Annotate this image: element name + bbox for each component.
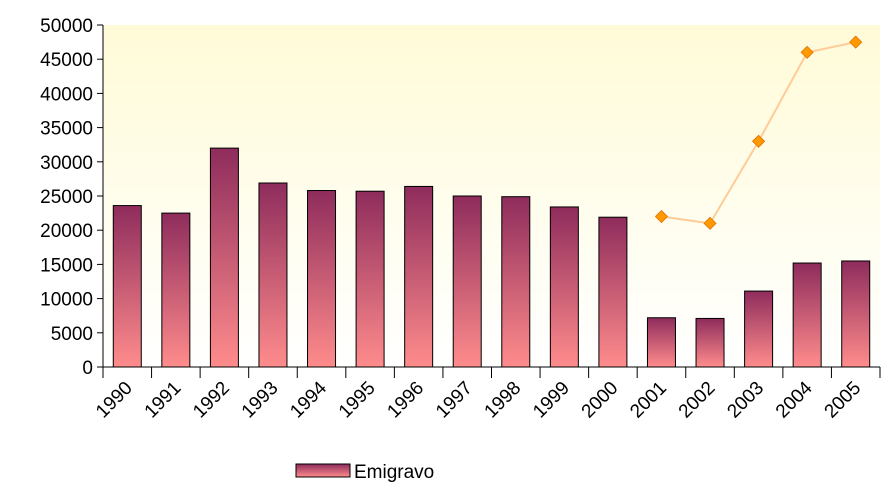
x-tick-label: 1998 [481,378,526,423]
marker [752,134,766,148]
bar [209,147,239,368]
y-tick-label: 10000 [40,290,93,311]
marker [654,209,669,224]
y-tick-label: 5000 [51,324,93,345]
bar [792,262,822,368]
x-tick-label: 1990 [92,378,137,423]
bar [695,317,725,368]
bar [355,190,385,368]
bar [549,206,579,368]
x-tick-label: 2002 [675,378,720,423]
x-tick-label: 1991 [141,378,186,423]
bar [501,196,531,368]
x-tick-label: 1994 [286,377,331,422]
marker [800,45,814,59]
x-tick-label: 1996 [383,378,428,423]
bar [112,205,142,368]
y-tick-label: 40000 [40,84,93,105]
y-tick-label: 30000 [40,153,93,174]
y-tick-label: 15000 [40,255,93,276]
marker [703,216,717,230]
x-tick-label: 1993 [238,378,283,423]
bar [307,190,337,368]
bar [744,290,774,368]
y-tick-label: 20000 [40,221,93,242]
bar [841,260,871,368]
legend-label: Emigravo [354,462,434,483]
x-tick-label: 2001 [626,378,671,423]
x-tick-label: 2005 [821,378,866,423]
y-tick-label: 35000 [40,119,93,140]
marker [849,35,863,49]
y-tick-label: 25000 [40,187,93,208]
bar [404,185,434,368]
x-tick-label: 1995 [335,378,380,423]
legend-swatch [295,463,351,478]
y-tick-label: 45000 [40,50,93,71]
bar [161,212,191,368]
x-tick-label: 2004 [772,377,817,422]
y-tick-label: 0 [82,358,93,379]
x-tick-label: 2003 [723,378,768,423]
bar [646,317,676,368]
x-tick-label: 1999 [529,378,574,423]
x-tick-label: 1992 [189,378,234,423]
bar [598,216,628,368]
bar [452,195,482,368]
bar [258,182,288,368]
x-tick-label: 2000 [578,378,623,423]
y-tick-label: 50000 [40,16,93,37]
x-tick-label: 1997 [432,378,477,423]
